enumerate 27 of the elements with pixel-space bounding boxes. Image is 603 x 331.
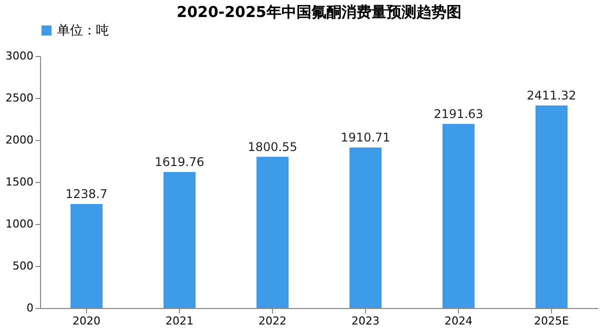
y-tick-label: 0 [26, 302, 34, 314]
data-label: 1619.76 [154, 154, 204, 169]
bar [536, 105, 568, 308]
chart-title: 2020-2025年中国氟酮消费量预测趋势图 [176, 3, 462, 21]
bar [350, 148, 382, 308]
x-tick-label: 2024 [444, 314, 472, 328]
y-tick-label: 500 [12, 260, 34, 272]
x-tick-label: 2023 [352, 314, 380, 328]
y-tick-label: 1000 [6, 218, 34, 230]
y-tick-label: 2500 [6, 92, 34, 104]
data-label: 2191.63 [434, 106, 484, 121]
x-tick-label: 2022 [258, 314, 286, 328]
x-tick-label: 2025E [534, 314, 570, 328]
bar [70, 204, 102, 308]
legend-label: 单位：吨 [57, 24, 109, 38]
y-tick-label: 2000 [6, 134, 34, 146]
data-label: 2411.32 [526, 88, 576, 102]
data-label: 1910.71 [340, 130, 390, 144]
x-tick-label: 2021 [166, 314, 194, 328]
bar [256, 156, 288, 308]
bar [442, 124, 474, 308]
x-tick-label: 2020 [72, 314, 100, 328]
y-tick-label: 1500 [6, 176, 34, 188]
bar [164, 172, 196, 308]
y-tick-label: 3000 [6, 50, 34, 62]
data-label: 1238.7 [66, 186, 108, 201]
data-label: 1800.55 [248, 140, 298, 154]
